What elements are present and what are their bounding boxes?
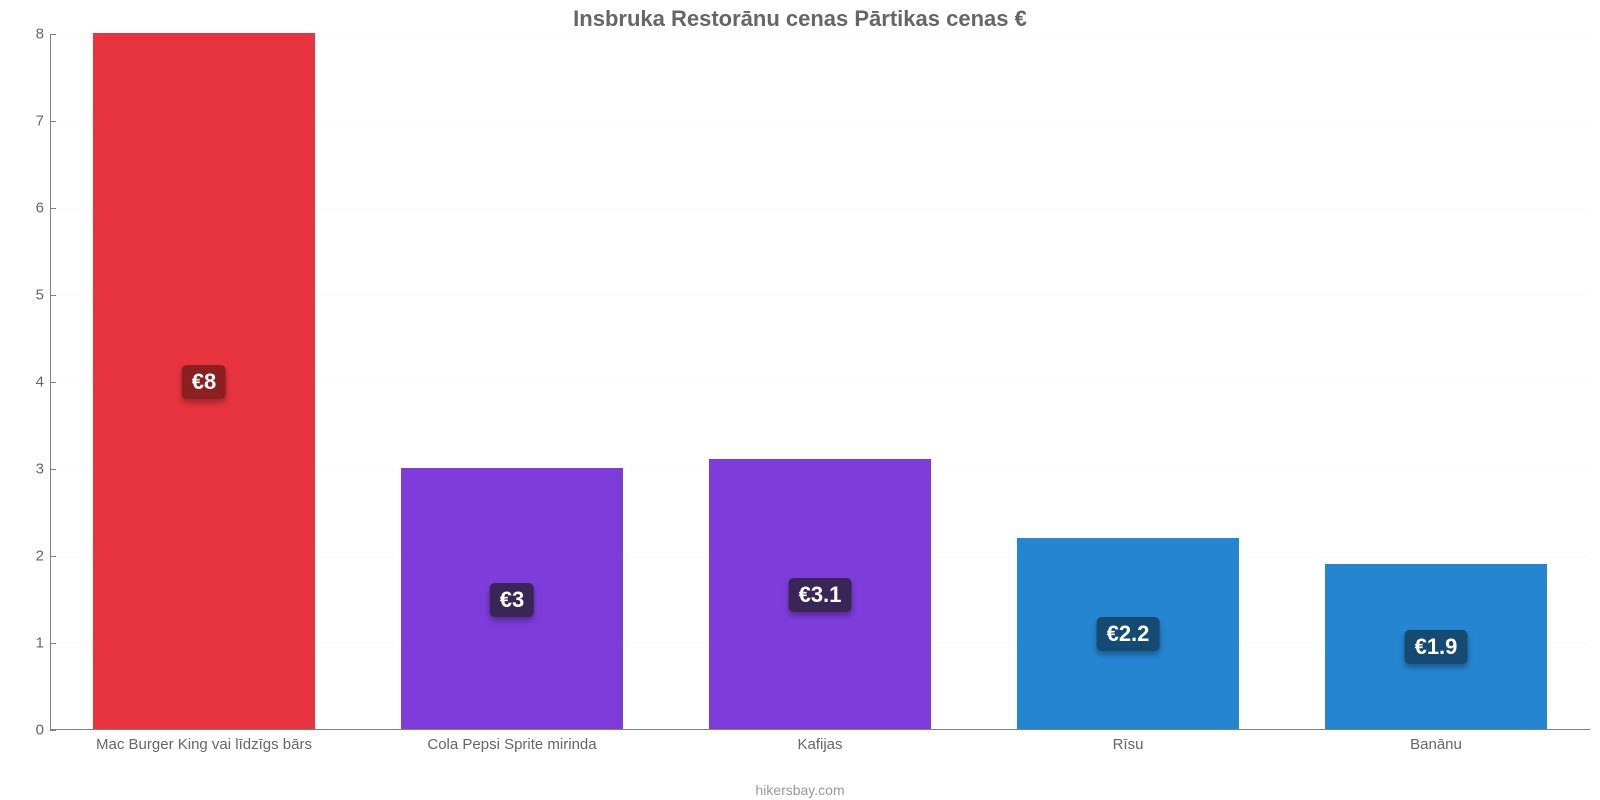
value-badge: €3.1 <box>789 578 852 612</box>
y-tick <box>50 208 56 209</box>
price-bar-chart: Insbruka Restorānu cenas Pārtikas cenas … <box>0 0 1600 800</box>
y-tick <box>50 556 56 557</box>
chart-title: Insbruka Restorānu cenas Pārtikas cenas … <box>0 6 1600 32</box>
value-badge: €3 <box>490 583 534 617</box>
y-tick-label: 6 <box>18 200 44 217</box>
x-axis-label: Banānu <box>1410 736 1462 753</box>
y-tick-label: 3 <box>18 461 44 478</box>
value-badge: €1.9 <box>1405 630 1468 664</box>
y-tick <box>50 382 56 383</box>
y-tick <box>50 121 56 122</box>
x-axis-label: Mac Burger King vai līdzīgs bārs <box>96 736 312 753</box>
y-tick <box>50 643 56 644</box>
y-tick-label: 7 <box>18 113 44 130</box>
y-tick <box>50 730 56 731</box>
y-tick-label: 4 <box>18 374 44 391</box>
y-tick-label: 0 <box>18 722 44 739</box>
y-tick-label: 2 <box>18 548 44 565</box>
y-tick-label: 5 <box>18 287 44 304</box>
y-tick <box>50 34 56 35</box>
x-axis-label: Cola Pepsi Sprite mirinda <box>427 736 596 753</box>
source-label: hikersbay.com <box>0 782 1600 798</box>
y-tick-label: 8 <box>18 26 44 43</box>
y-tick <box>50 469 56 470</box>
value-badge: €2.2 <box>1097 617 1160 651</box>
value-badge: €8 <box>182 365 226 399</box>
x-axis-label: Kafijas <box>797 736 842 753</box>
y-tick-label: 1 <box>18 635 44 652</box>
x-axis-label: Rīsu <box>1113 736 1144 753</box>
y-tick <box>50 295 56 296</box>
plot-area: 012345678€8€3€3.1€2.2€1.9 <box>50 34 1590 730</box>
